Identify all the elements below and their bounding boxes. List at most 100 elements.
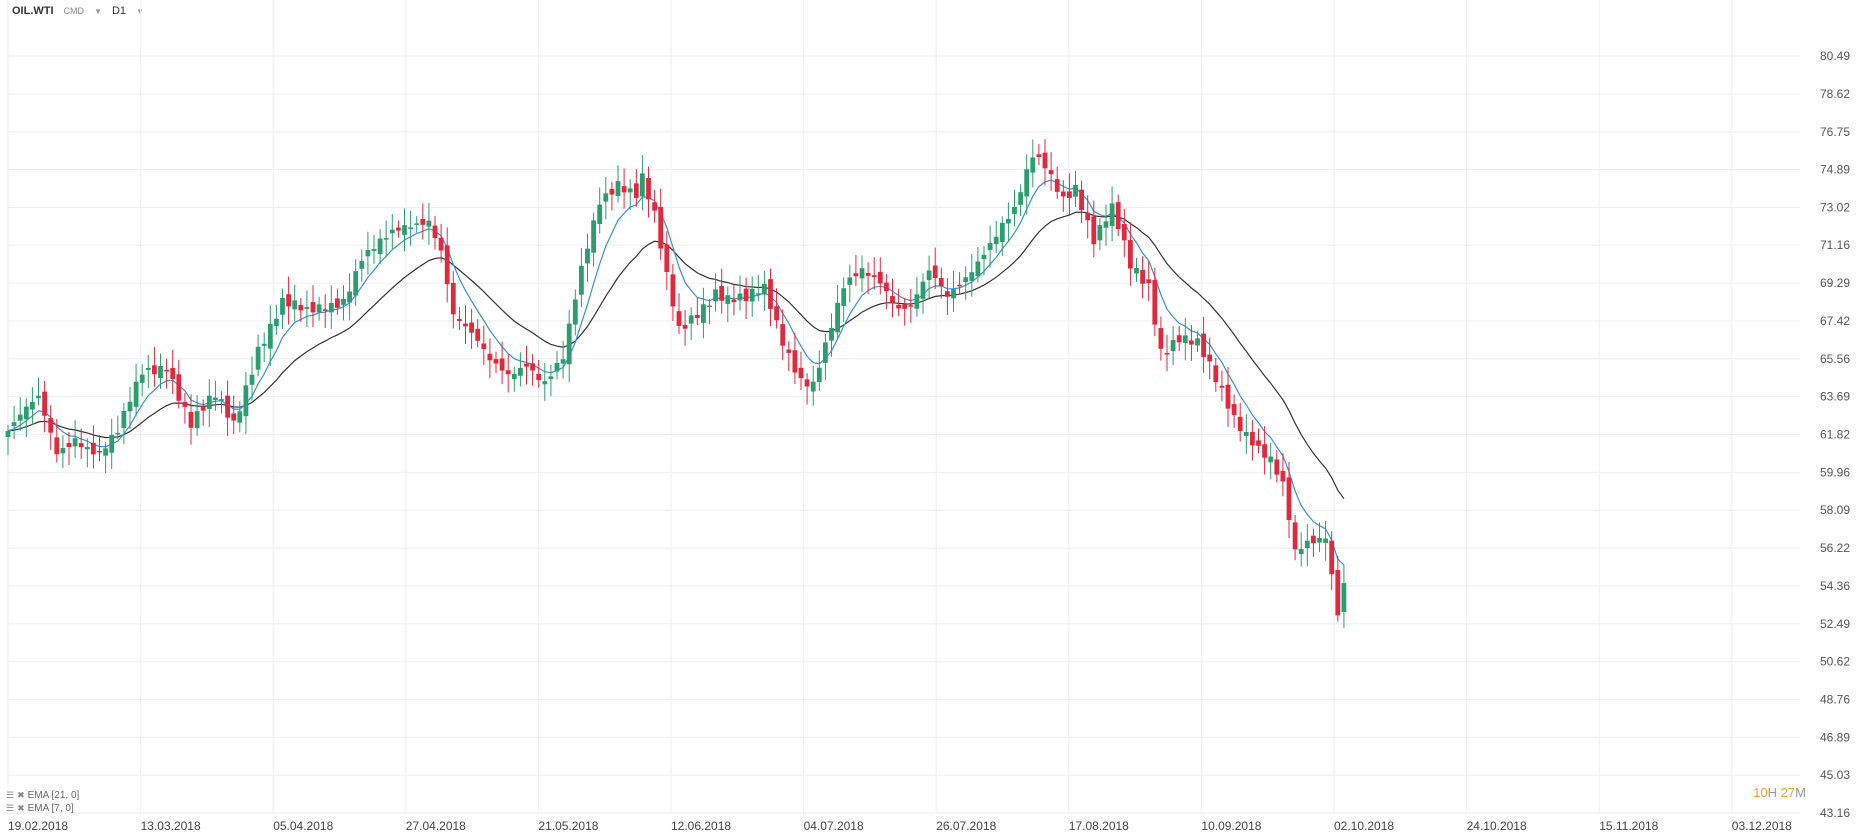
candle-body [444,245,450,285]
candle-body [890,296,895,303]
candle-body [237,411,243,423]
timer-minutes: 27 [1780,785,1796,800]
candle-body [347,291,352,303]
chevron-down-icon[interactable]: ▼ [94,6,102,16]
candle-body [603,193,609,202]
candle-body [1286,477,1292,521]
candle-body [993,236,999,245]
chevron-down-icon[interactable]: ▼ [136,6,144,16]
candle-body [48,418,54,433]
candle-body [1170,340,1176,352]
timeframe-selector[interactable]: D1 [111,5,127,17]
candle-body [298,304,304,311]
candle-body [164,369,169,372]
candle-body [621,186,627,193]
candle-body [1341,583,1347,613]
candle-body [920,281,926,299]
candle-body [847,277,853,285]
candle-body [585,248,590,264]
candle-body [469,322,474,333]
candle-body [694,314,700,319]
candle-body [1182,335,1188,343]
candle-body [792,350,798,373]
candle-body [255,346,261,370]
timer-h-unit: H [1767,785,1778,800]
close-icon[interactable]: ✖ [17,790,25,800]
candle-body [816,367,822,382]
candle-body [688,315,694,324]
timer-hours: 10 [1753,785,1768,800]
settings-icon[interactable]: ☰ [6,790,15,800]
candle-body [30,401,35,410]
candle-body [91,442,96,455]
candle-body [127,401,133,412]
candle-body [322,309,328,311]
x-tick-label: 03.12.2018 [1732,819,1792,833]
settings-icon[interactable]: ☰ [6,803,15,813]
candle-body [719,286,725,301]
x-tick-label: 04.07.2018 [804,819,864,833]
candle-body [981,254,987,260]
candle-body [1121,224,1127,241]
candle-body [999,222,1005,242]
market-label: CMD [63,6,85,16]
candle-body [530,363,535,371]
x-tick-label: 15.11.2018 [1599,819,1658,833]
candle-body [914,294,920,309]
candle-body [328,303,334,313]
candle-body [1317,538,1322,543]
x-tick-label: 24.10.2018 [1467,819,1527,833]
candle-body [17,414,23,421]
candle-body [225,395,230,418]
candle-body [810,381,816,392]
candle-body [835,302,840,333]
candle-body [1225,384,1231,409]
candle-body [1006,218,1011,224]
candle-body [280,297,285,315]
candle-body [420,218,426,225]
candle-body [963,277,969,283]
candle-body [505,370,511,375]
candle-body [359,261,365,269]
candle-body [365,249,371,257]
candle-body [84,447,90,450]
candle-body [652,202,657,211]
candle-body [206,395,212,409]
legend-ema-7: ☰ ✖ EMA [7, 0] [6,803,74,814]
candle-body [542,381,548,385]
candle-body [438,237,444,251]
candle-body [158,366,163,379]
y-tick-label: 63.69 [1820,390,1850,404]
candle-body [731,299,737,303]
ema-21-line [7,211,1345,500]
candle-body [713,289,718,302]
candle-body [938,278,944,287]
candle-body [1128,240,1133,269]
candle-body [1158,328,1164,349]
candle-body [780,324,786,346]
candle-body [1329,540,1335,575]
candle-body [755,293,761,295]
close-icon[interactable]: ✖ [17,803,25,813]
y-tick-label: 50.62 [1820,655,1850,669]
candle-body [1067,191,1072,198]
candle-body [749,289,755,302]
candle-body [511,373,517,380]
candle-body [109,434,115,453]
symbol-label[interactable]: OIL.WTI [12,5,54,17]
candle-body [36,395,41,399]
candle-body [536,373,542,381]
candle-body [804,379,810,387]
candle-body [524,363,529,367]
candle-body [97,450,102,453]
candle-body [487,353,493,361]
y-tick-label: 80.49 [1820,49,1850,63]
candle-body [1030,157,1036,173]
candle-body [5,430,11,438]
candle-body [548,376,554,380]
candle-body [1189,340,1194,345]
y-tick-label: 76.75 [1820,125,1850,139]
y-tick-label: 43.16 [1820,806,1850,820]
candle-body [231,413,237,421]
